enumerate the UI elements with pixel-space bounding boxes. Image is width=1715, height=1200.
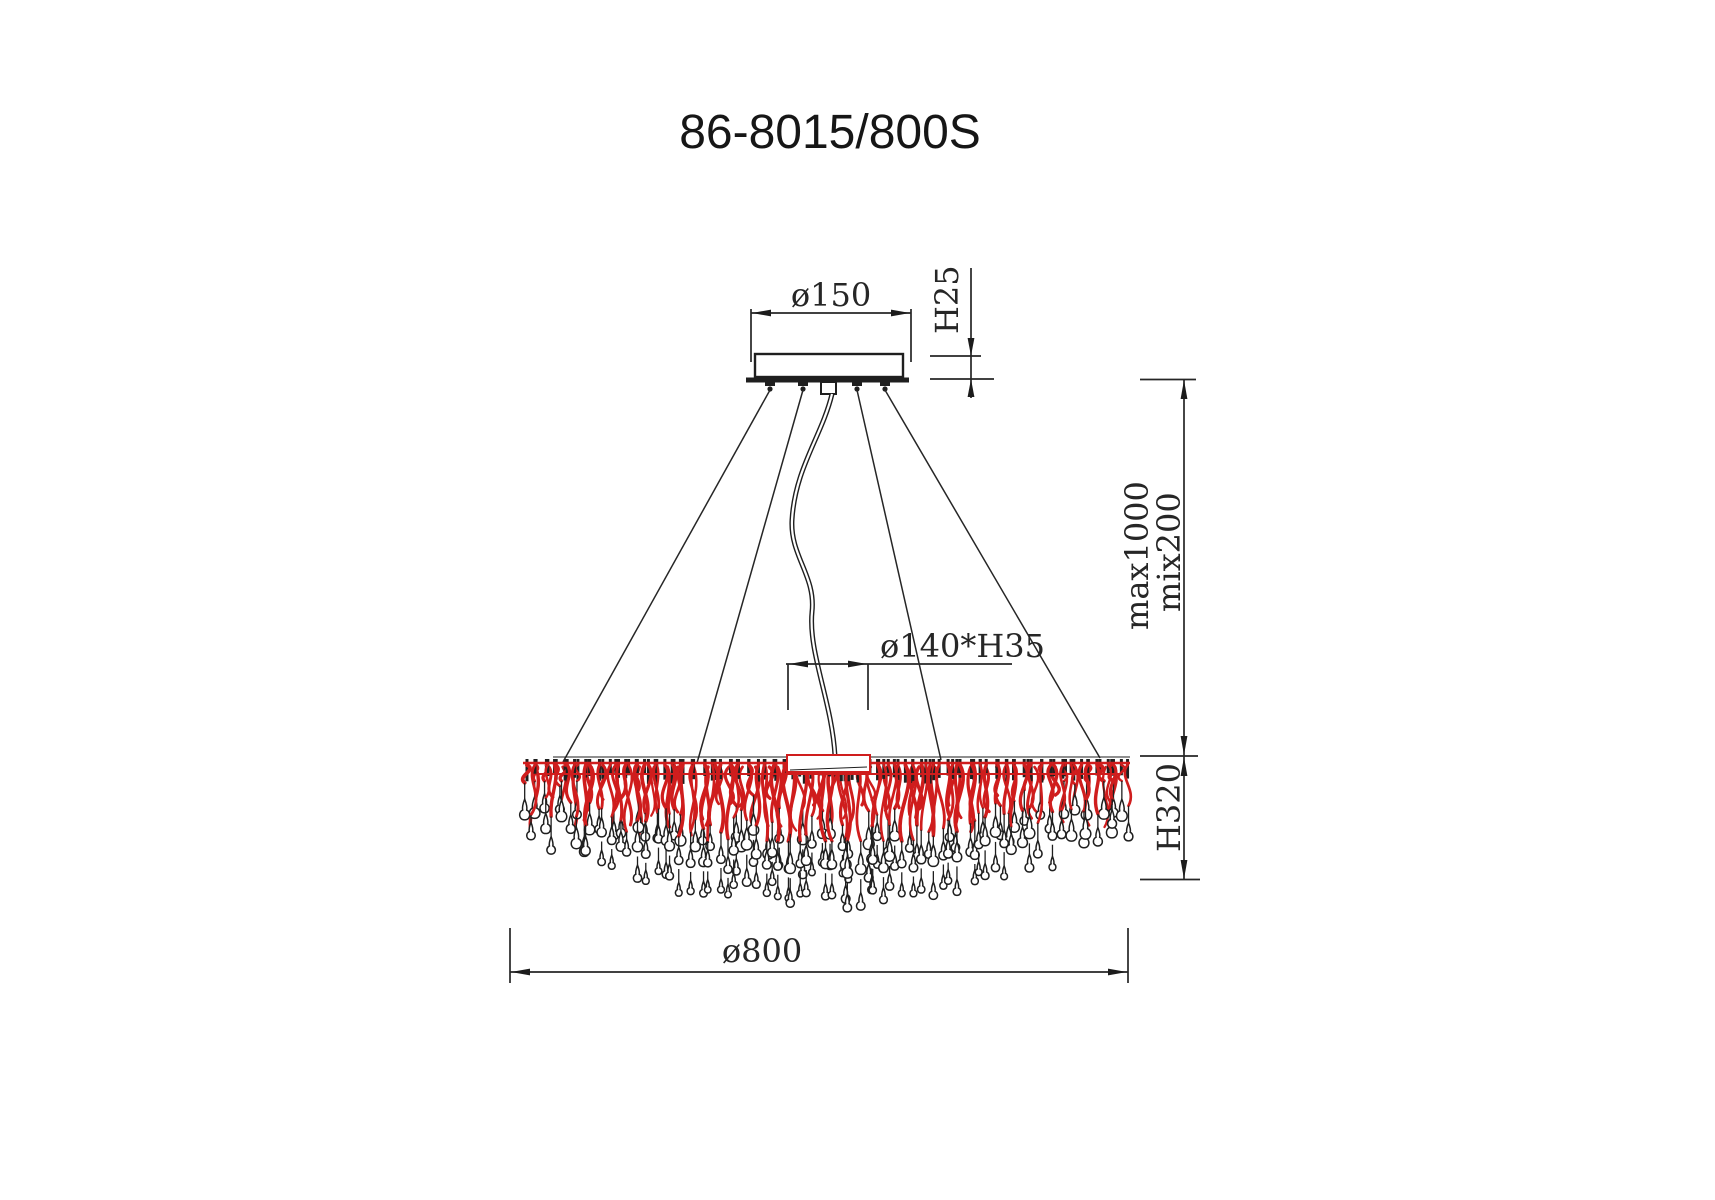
suspension-wire [856,389,942,761]
canopy [746,352,909,395]
dimension-drop-height: max1000 mix200 H320 [1118,378,1200,881]
crystal-strand [979,759,991,881]
crystal-strand [540,759,552,835]
drawing-title: 86-8015/800S [679,106,981,159]
drop-max-label: max1000 [1118,481,1156,630]
canopy-diameter-label: ø150 [791,276,871,314]
suspension-wire [696,389,804,764]
body-diameter-label: ø800 [722,932,802,970]
crystal-strand [518,759,532,821]
crystal-strand [580,759,595,857]
crystal-strand [1115,759,1128,822]
dimension-canopy-height: H25 [928,265,994,398]
dimension-hub: ø140*H35 [786,627,1045,710]
crystal-strand [715,759,726,894]
crystal-strand [1096,759,1110,820]
crystal-strand [621,759,634,857]
canopy-height-label: H25 [928,265,966,334]
crystal-strand [546,759,558,855]
canopy-hook [765,381,890,395]
crystal-strand [854,759,867,911]
crystal-strand [766,759,780,887]
crystal-strand [999,759,1010,881]
crystal-strand [1123,759,1134,842]
power-cord [789,393,838,757]
crystal-strand [663,759,676,881]
crystal-strand [652,759,664,876]
crystal-strand [989,759,1002,873]
hub-size-label: ø140*H35 [880,627,1045,665]
crystal-strand [934,759,949,890]
cord-grip [820,381,837,395]
crystal-strand [1047,759,1059,872]
crystal-strand [915,759,929,894]
suspension-wire [884,389,1101,759]
crystal-strand [769,759,783,901]
crystal-strand [944,759,955,843]
crystal-strand [841,759,854,913]
crystal-strand [867,759,882,895]
canopy-body [753,352,905,379]
crystal-strand [784,759,797,908]
crystal-strand [640,759,651,886]
suspension-wire [562,389,771,763]
drop-min-label: mix200 [1150,492,1188,612]
crystal-strand [1079,759,1092,840]
power-cord-inner [790,393,837,757]
suspension-wires [562,389,1101,764]
crystal-strand [1023,759,1036,873]
crystal-strand [896,759,911,898]
dimension-body-diameter: ø800 [509,928,1129,983]
chandelier-body [518,754,1134,913]
crystal-strand [1092,759,1104,847]
crystal-strand [750,759,762,890]
dimension-canopy-diameter: ø150 [750,276,912,362]
crystal-strand [1005,759,1017,856]
crystal-strand [723,759,735,899]
body-height-label: H320 [1150,763,1188,852]
crystal-strand [526,759,538,841]
crystal-strand [606,759,617,870]
crystal-strand [1106,759,1118,829]
crystal-strand [951,759,966,897]
crystal-strand [631,759,644,883]
crystal-strand [1065,759,1078,842]
